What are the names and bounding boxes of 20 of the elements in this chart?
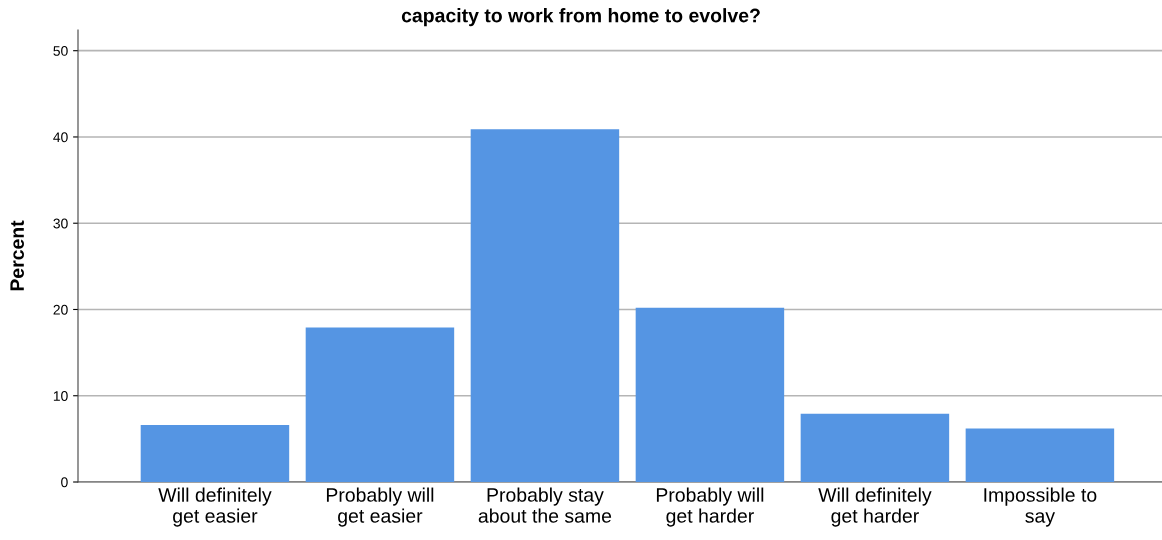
- x-tick-label: Probably will get harder: [656, 487, 764, 527]
- bar: [635, 307, 785, 482]
- x-tick-label: Will definitely get harder: [818, 487, 932, 527]
- y-tick-label: 40: [53, 132, 68, 143]
- y-tick-label: 0: [61, 477, 68, 488]
- x-tick-label: Probably stay about the same: [478, 487, 612, 523]
- chart-title: capacity to work from home to evolve?: [401, 8, 760, 27]
- bar: [800, 413, 950, 482]
- y-tick-label: 30: [53, 218, 68, 229]
- x-tick-label: Impossible to say: [984, 487, 1097, 527]
- x-tick-label: Will definitely get easier: [158, 487, 272, 527]
- x-tick-label: Probably will get easier: [326, 487, 434, 527]
- y-axis-title: Percent: [10, 220, 24, 291]
- y-tick-label: 10: [53, 391, 68, 401]
- bar: [305, 327, 455, 482]
- bar: [140, 425, 290, 482]
- y-tick-label: 50: [53, 46, 68, 56]
- bar: [965, 428, 1115, 482]
- y-tick-label: 20: [53, 304, 68, 315]
- bar: [470, 129, 620, 482]
